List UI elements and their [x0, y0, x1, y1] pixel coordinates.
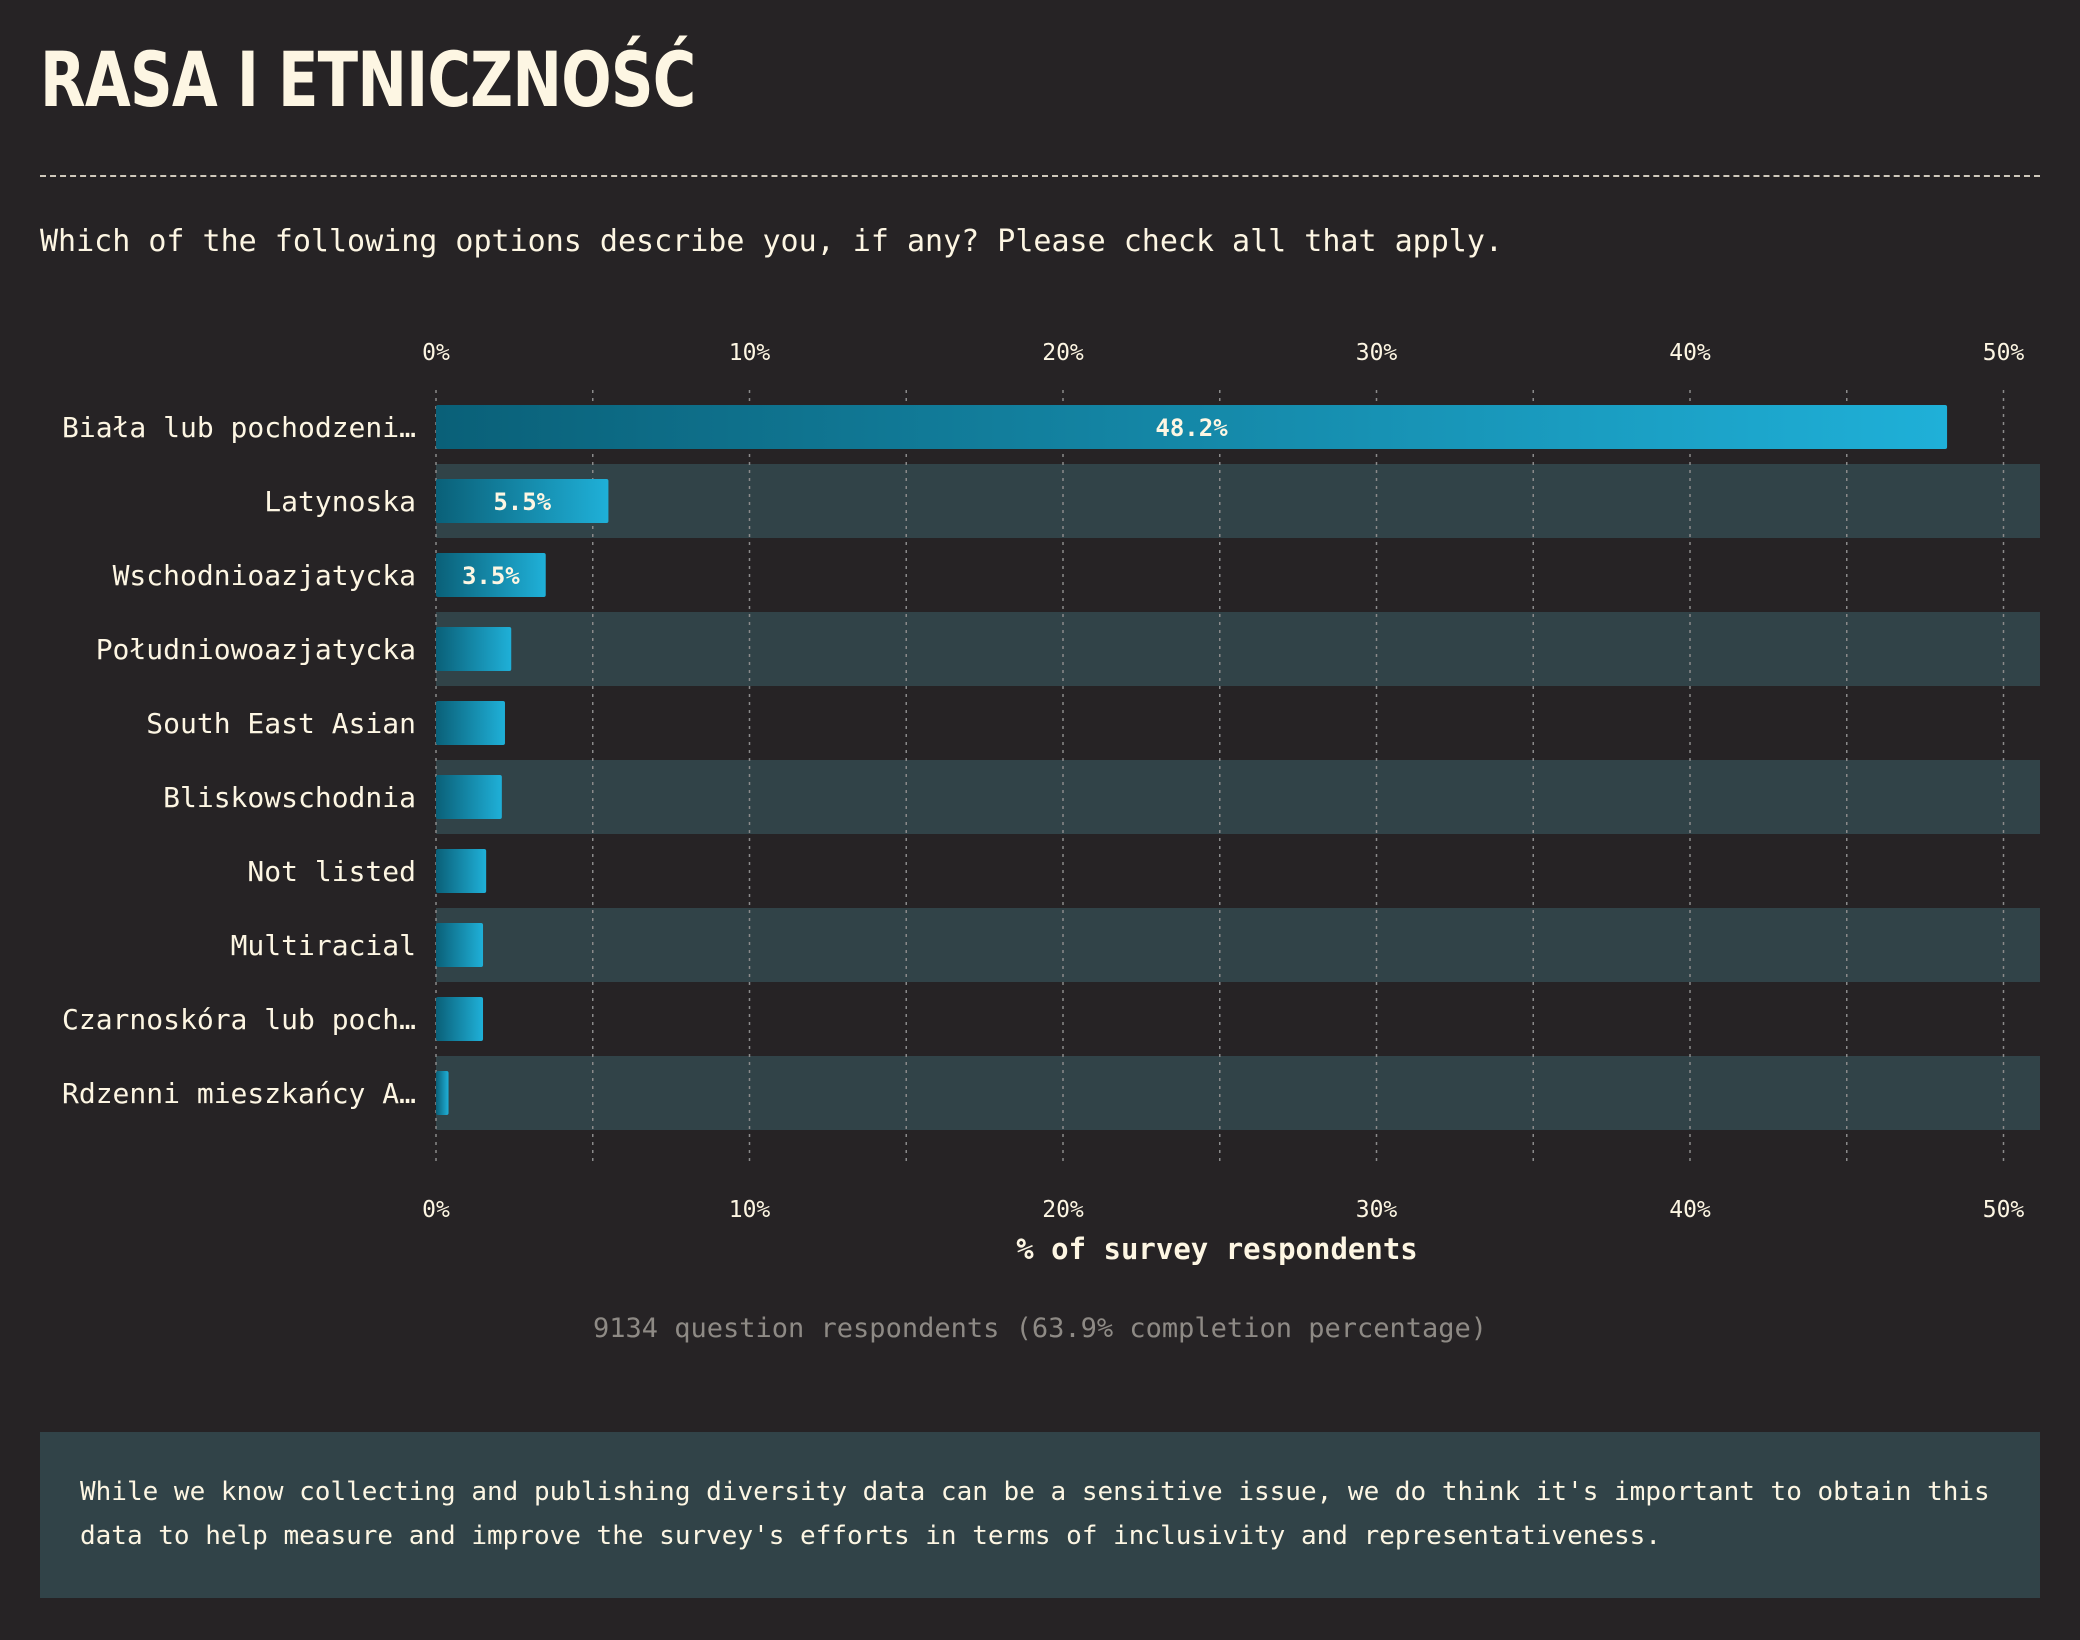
bar [436, 553, 546, 597]
bar [436, 775, 502, 819]
bar [436, 405, 1948, 449]
tick-label: 40% [1669, 1197, 1711, 1223]
tick-label: 40% [1669, 340, 1711, 366]
category-label: South East Asian [146, 707, 416, 740]
row-band [436, 908, 2040, 982]
tick-label: 0% [422, 1197, 450, 1223]
category-label: Biała lub pochodzeni… [62, 411, 416, 444]
tick-label: 20% [1042, 340, 1084, 366]
tick-label: 30% [1356, 1197, 1398, 1223]
bar-chart: 0% 0% 10% 10% 20% 20% 30% 30% 40% 40% 50% 50% Biała… [62, 340, 2040, 1266]
data-label: 48.2% [1155, 414, 1228, 442]
page-title: RASA I ETNICZNOŚĆ [40, 35, 696, 124]
bar [436, 923, 484, 967]
row-band [436, 612, 2040, 686]
bar [436, 701, 505, 745]
bar [436, 849, 487, 893]
respondent-count: 9134 question respondents (63.9% complet… [592, 1313, 1488, 1344]
title-divider [40, 175, 2040, 177]
category-label: Czarnoskóra lub poch… [62, 1003, 416, 1036]
row-band [436, 464, 2040, 538]
row-band [436, 1056, 2040, 1130]
category-label: Wschodnioazjatycka [113, 559, 416, 592]
category-label: Multiracial [231, 929, 416, 962]
bar [436, 479, 609, 523]
tick-label: 10% [729, 340, 771, 366]
data-label: 5.5% [493, 488, 551, 516]
row-band [436, 760, 2040, 834]
bar [436, 627, 512, 671]
category-label: Rdzenni mieszkańcy A… [62, 1077, 416, 1110]
tick-label: 20% [1042, 1197, 1084, 1223]
bar [436, 997, 484, 1041]
category-label: Południowoazjatycka [96, 633, 416, 666]
survey-question: Which of the following options describe … [40, 224, 1503, 259]
x-axis-label: % of survey respondents [1016, 1232, 1418, 1266]
tick-label: 30% [1356, 340, 1398, 366]
tick-label: 10% [729, 1197, 771, 1223]
tick-label: 50% [1983, 1197, 2025, 1223]
tick-label: 0% [422, 340, 450, 366]
category-label: Bliskowschodnia [163, 781, 416, 814]
data-label: 3.5% [462, 562, 520, 590]
category-label: Latynoska [264, 485, 416, 518]
category-label: Not listed [247, 855, 416, 888]
tick-label: 50% [1983, 340, 2025, 366]
bar [436, 1071, 449, 1115]
diversity-note: While we know collecting and publishing … [40, 1432, 2040, 1598]
